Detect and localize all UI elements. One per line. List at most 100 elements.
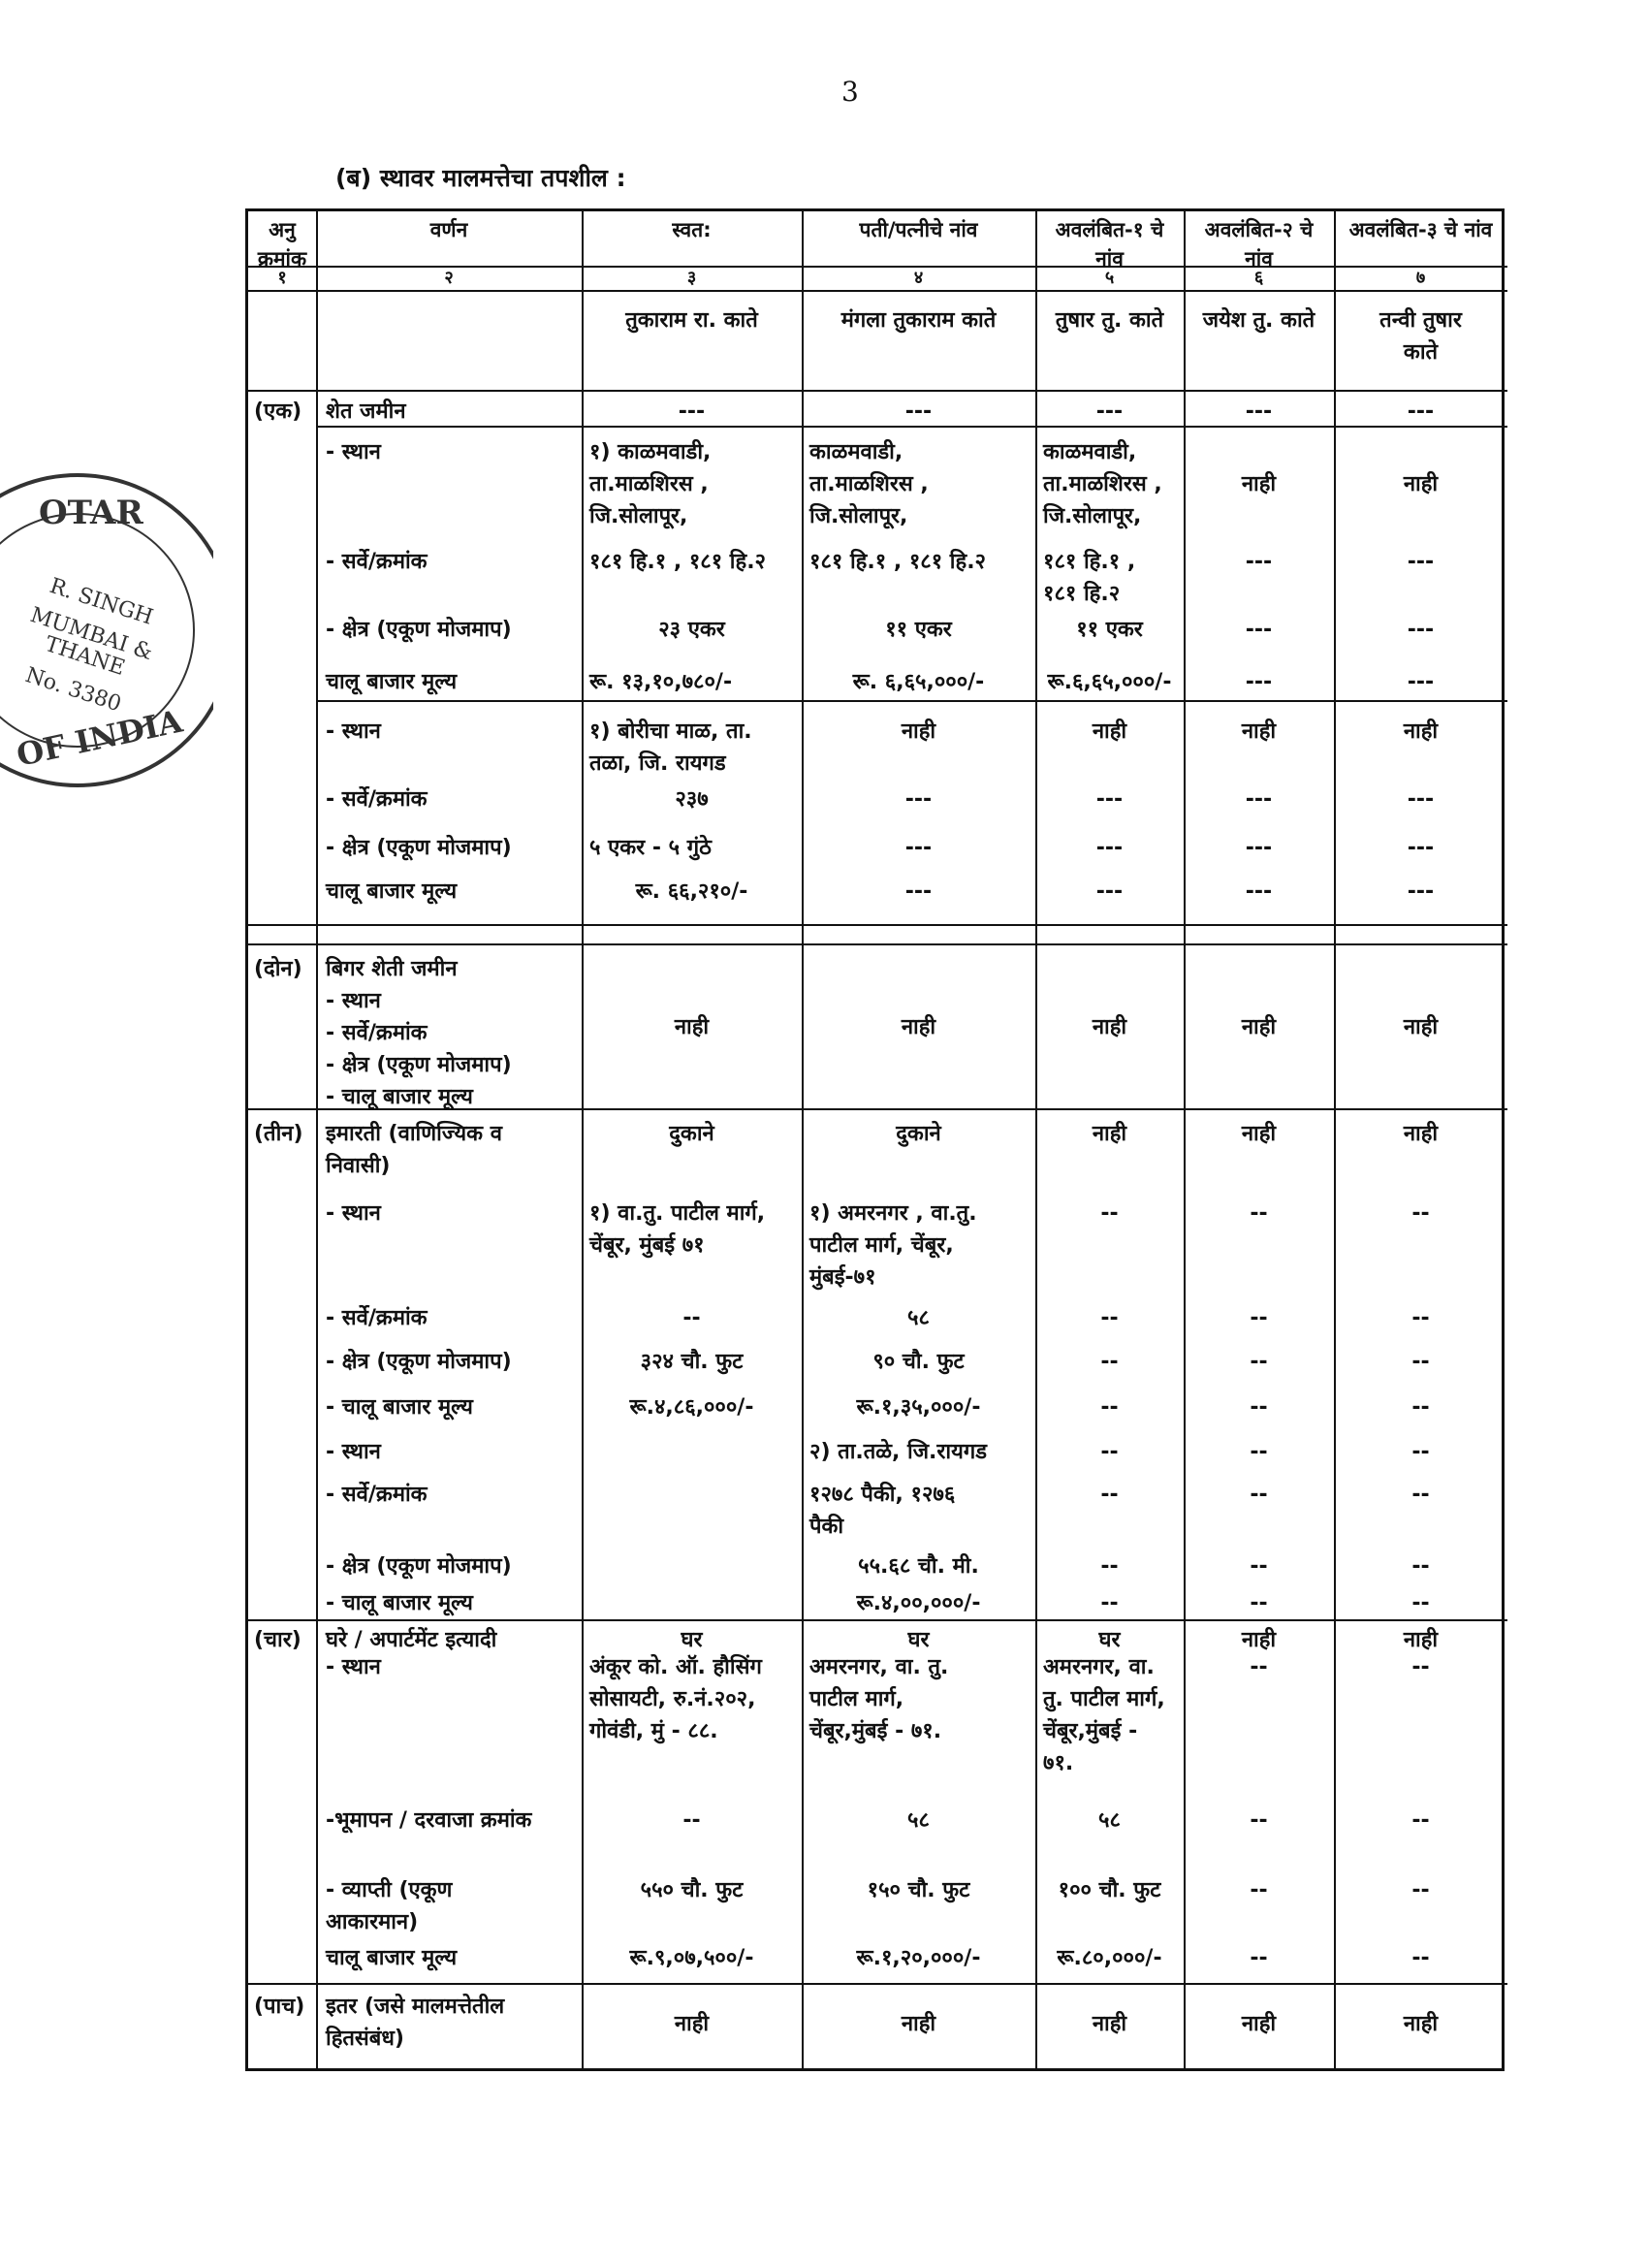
cell-value: १८१ हि.१ , १८१ हि.२ [1043, 550, 1136, 606]
column-number: ३ [686, 268, 697, 288]
cell-value: --- [1095, 836, 1124, 860]
cell-value: नाही [1403, 719, 1439, 744]
cell-value: रू.४,००,०००/- [856, 1591, 981, 1615]
cell-value: --- [1245, 836, 1273, 860]
cell-value: नाही [1403, 1628, 1439, 1652]
cell-value: नाही [1092, 1122, 1127, 1146]
column-header: अनु क्रमांक [257, 218, 307, 271]
cell-value: --- [904, 399, 933, 424]
cell-value: -- [1250, 1395, 1268, 1420]
row-label: चालू बाजार मूल्य [326, 670, 458, 694]
row-label: - सर्वे/क्रमांक [326, 550, 428, 574]
cell-value: -- [1411, 1440, 1430, 1464]
row-label: इमारती (वाणिज्यिक व निवासी) [326, 1122, 502, 1178]
owner-name: मंगला तुकाराम काते [840, 308, 997, 333]
cell-value: -- [1250, 1554, 1268, 1579]
cell-value: नाही [1241, 1628, 1277, 1652]
cell-value: ५ एकर - ५ गुंठे [589, 836, 712, 860]
column-number: ७ [1415, 268, 1426, 288]
cell-value: -- [1411, 1591, 1430, 1615]
cell-value: --- [1245, 618, 1273, 642]
column-number: ५ [1104, 268, 1115, 288]
column-number: ६ [1253, 268, 1264, 288]
cell-value: -- [1411, 1554, 1430, 1579]
cell-value: १५० चौ. फुट [867, 1878, 970, 1902]
section-number: (तीन) [254, 1122, 303, 1146]
cell-value: -- [1250, 1201, 1268, 1226]
section-number: (दोन) [254, 957, 302, 981]
cell-value: --- [1095, 399, 1124, 424]
section-number: (एक) [254, 399, 302, 424]
column-divider [316, 211, 318, 2068]
column-header: पती/पत्नीचे नांव [859, 218, 978, 241]
cell-value: रू.१,२०,०००/- [856, 1946, 981, 1970]
cell-value: -- [1250, 1350, 1268, 1374]
cell-value: नाही [901, 1015, 936, 1039]
cell-value: १२७८ पैकी, १२७६ पैकी [809, 1483, 956, 1539]
row-label: - स्थान [326, 719, 381, 744]
column-header: अवलंबित-२ चे नांव [1204, 218, 1314, 271]
cell-value: नाही [1403, 472, 1439, 496]
cell-value: -- [1411, 1946, 1430, 1970]
row-label: - स्थान [326, 1201, 381, 1226]
cell-value: -- [1411, 1655, 1430, 1679]
cell-value: -- [1100, 1306, 1119, 1330]
cell-value: काळमवाडी, ता.माळशिरस , जि.सोलापूर, [1043, 440, 1162, 528]
owner-name: जयेश तु. काते [1202, 308, 1315, 333]
cell-value: रू.४,८६,०००/- [629, 1395, 754, 1420]
cell-value: नाही [1241, 719, 1277, 744]
cell-value: १८१ हि.१ , १८१ हि.२ [589, 550, 766, 574]
cell-value: घर [907, 1628, 930, 1652]
row-label: - सर्वे/क्रमांक [326, 787, 428, 812]
cell-value: --- [1407, 618, 1435, 642]
cell-value: -- [1250, 1440, 1268, 1464]
cell-value: ११ एकर [1076, 618, 1143, 642]
row-label: इतर (जसे मालमत्तेतील हितसंबंध) [326, 1995, 505, 2051]
cell-value: --- [1407, 670, 1435, 694]
cell-value: --- [1095, 879, 1124, 904]
cell-value: -- [1250, 1306, 1268, 1330]
column-divider [1035, 211, 1037, 2068]
cell-value: १०० चौ. फुट [1058, 1878, 1161, 1902]
cell-value: घर [681, 1628, 703, 1652]
cell-value: नाही [674, 1015, 710, 1039]
cell-value: -- [1411, 1808, 1430, 1833]
cell-value: नाही [1092, 2012, 1127, 2036]
cell-value: -- [1250, 1591, 1268, 1615]
cell-value: १) अमरनगर , वा.तु. पाटील मार्ग, चेंबूर, … [809, 1201, 977, 1290]
row-label: - क्षेत्र (एकूण मोजमाप) [326, 618, 512, 642]
cell-value: ९० चौ. फुट [872, 1350, 965, 1374]
cell-value: -- [1411, 1306, 1430, 1330]
cell-value: ५८ [1098, 1808, 1121, 1833]
cell-value: --- [904, 836, 933, 860]
column-divider [1184, 211, 1186, 2068]
column-divider [1334, 211, 1336, 2068]
column-number: ४ [913, 268, 924, 288]
row-label: - क्षेत्र (एकूण मोजमाप) [326, 1554, 512, 1579]
cell-value: ३२४ चौ. फुट [640, 1350, 744, 1374]
cell-value: -- [1411, 1350, 1430, 1374]
cell-value: --- [1245, 670, 1273, 694]
column-number: २ [444, 268, 454, 288]
cell-value: रू.१,३५,०००/- [856, 1395, 981, 1420]
cell-value: ५५.६८ चौ. मी. [858, 1554, 979, 1579]
cell-value: --- [904, 787, 933, 812]
cell-value: -- [682, 1808, 701, 1833]
column-divider [582, 211, 584, 2068]
cell-value: --- [1407, 399, 1435, 424]
cell-value: ११ एकर [885, 618, 952, 642]
cell-value: --- [1245, 550, 1273, 574]
page-number: 3 [841, 76, 859, 108]
row-label: -भूमापन / दरवाजा क्रमांक [326, 1808, 532, 1833]
cell-value: --- [1407, 879, 1435, 904]
column-header: स्वत: [672, 218, 712, 241]
cell-value: नाही [1403, 2012, 1439, 2036]
cell-value: -- [1100, 1395, 1119, 1420]
row-label: चालू बाजार मूल्य [326, 879, 458, 904]
cell-value: रू.८०,०००/- [1057, 1946, 1162, 1970]
row-divider [248, 943, 1507, 945]
cell-value: -- [1250, 1878, 1268, 1902]
cell-value: रू.६,६५,०००/- [1047, 670, 1172, 694]
column-header: अवलंबित-३ चे नांव [1348, 218, 1493, 241]
cell-value: -- [1250, 1655, 1268, 1679]
